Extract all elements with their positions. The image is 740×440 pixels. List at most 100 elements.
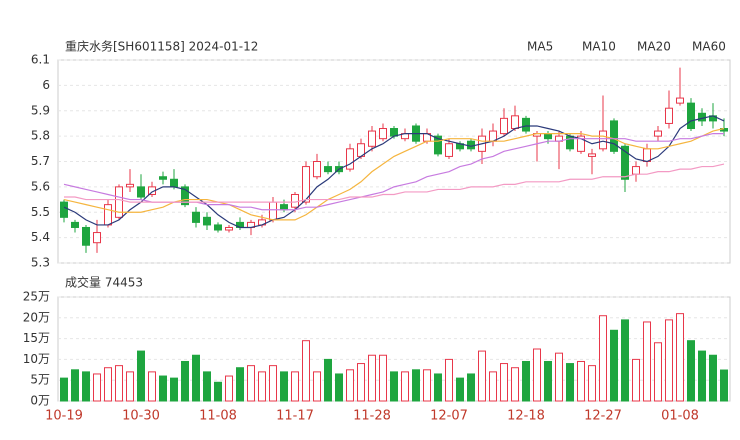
legend-entry: MA5 bbox=[527, 40, 553, 54]
volume-title: 成交量 74453 bbox=[65, 275, 143, 290]
volume-bar bbox=[665, 319, 673, 402]
volume-bar bbox=[60, 377, 68, 402]
y-tick-label: 15万 bbox=[23, 331, 50, 345]
volume-bar bbox=[357, 363, 365, 402]
chart-title: 重庆水务[SH601158] 2024-01-12 bbox=[65, 39, 258, 54]
volume-bar bbox=[302, 340, 310, 402]
y-tick-label: 25万 bbox=[23, 290, 50, 304]
ma-line bbox=[64, 163, 725, 203]
y-tick-label: 5.7 bbox=[31, 154, 50, 168]
volume-bar bbox=[544, 360, 552, 402]
y-tick-label: 5.6 bbox=[31, 179, 50, 193]
volume-bar bbox=[555, 352, 563, 402]
volume-bar bbox=[115, 365, 123, 402]
x-tick-label: 11-28 bbox=[353, 409, 391, 424]
legend-entry: MA60 bbox=[692, 40, 726, 54]
volume-bar bbox=[104, 367, 112, 402]
volume-bar bbox=[236, 367, 244, 402]
volume-bar bbox=[434, 373, 442, 402]
volume-bar bbox=[621, 319, 629, 402]
volume-bar bbox=[643, 321, 651, 402]
candle-body bbox=[170, 178, 178, 188]
candle-body bbox=[214, 224, 222, 231]
candle-body bbox=[368, 130, 376, 147]
candle-body bbox=[687, 102, 695, 130]
volume-bar bbox=[687, 340, 695, 402]
volume-bar bbox=[720, 369, 728, 402]
candle-body bbox=[500, 117, 508, 135]
x-tick-label: 12-27 bbox=[584, 409, 622, 424]
x-tick-label: 12-07 bbox=[430, 409, 468, 424]
volume-bar bbox=[676, 313, 684, 402]
candle-body bbox=[203, 216, 211, 226]
volume-bar bbox=[566, 363, 574, 402]
candle-body bbox=[511, 115, 519, 130]
volume-bar bbox=[93, 373, 101, 402]
candle-body bbox=[291, 193, 299, 208]
ma-line bbox=[63, 115, 725, 229]
candle-body bbox=[104, 204, 112, 226]
volume-bar bbox=[313, 371, 321, 402]
candle-body bbox=[588, 153, 596, 157]
volume-bar bbox=[698, 350, 706, 402]
volume-bar bbox=[390, 371, 398, 402]
candle-body bbox=[522, 117, 530, 132]
candle-body bbox=[269, 201, 277, 221]
candle-body bbox=[181, 186, 189, 206]
y-tick-label: 5.3 bbox=[31, 256, 50, 270]
candle-body bbox=[610, 120, 618, 152]
candle-body bbox=[313, 161, 321, 178]
x-tick-label: 01-08 bbox=[661, 409, 699, 424]
volume-bar bbox=[500, 363, 508, 402]
x-tick-label: 10-30 bbox=[122, 409, 160, 424]
volume-bar bbox=[533, 348, 541, 402]
volume-bar bbox=[467, 373, 475, 402]
volume-bar bbox=[522, 360, 530, 402]
candle-body bbox=[698, 112, 706, 122]
y-tick-label: 5.9 bbox=[31, 103, 50, 117]
volume-bar bbox=[632, 358, 640, 402]
volume-bar bbox=[478, 350, 486, 402]
candle-body bbox=[346, 148, 354, 170]
candle-body bbox=[82, 226, 90, 246]
candle-body bbox=[159, 176, 167, 180]
volume-bar bbox=[379, 354, 387, 402]
volume-bar bbox=[368, 354, 376, 402]
volume-bar bbox=[148, 371, 156, 402]
volume-bar bbox=[577, 360, 585, 402]
candle-body bbox=[324, 166, 332, 173]
volume-bar bbox=[192, 354, 200, 402]
volume-bar bbox=[159, 375, 167, 402]
volume-bar bbox=[610, 329, 618, 402]
volume-bar bbox=[423, 369, 431, 402]
candle-body bbox=[654, 130, 662, 137]
volume-bar bbox=[214, 381, 222, 402]
volume-bar bbox=[225, 375, 233, 402]
volume-bar bbox=[82, 371, 90, 402]
candle-body bbox=[445, 143, 453, 157]
volume-bar bbox=[445, 358, 453, 402]
x-tick-label: 11-08 bbox=[199, 409, 237, 424]
volume-bar bbox=[588, 365, 596, 402]
candle-body bbox=[302, 166, 310, 203]
legend-entry: MA20 bbox=[637, 40, 671, 54]
volume-bar bbox=[291, 371, 299, 402]
candle-body bbox=[93, 232, 101, 244]
volume-bar bbox=[489, 371, 497, 402]
volume-bar bbox=[258, 371, 266, 402]
volume-bar bbox=[654, 342, 662, 402]
volume-bar bbox=[599, 315, 607, 402]
candle-body bbox=[621, 145, 629, 180]
y-tick-label: 0万 bbox=[30, 394, 50, 408]
candle-body bbox=[379, 128, 387, 140]
candle-body bbox=[544, 133, 552, 140]
candle-body bbox=[60, 201, 68, 218]
x-tick-label: 10-19 bbox=[45, 409, 83, 424]
candle-body bbox=[632, 166, 640, 175]
volume-bar bbox=[511, 367, 519, 402]
candle-body bbox=[577, 135, 585, 152]
y-tick-label: 5.8 bbox=[31, 129, 50, 143]
y-tick-label: 6 bbox=[42, 78, 50, 92]
candle-body bbox=[643, 148, 651, 162]
